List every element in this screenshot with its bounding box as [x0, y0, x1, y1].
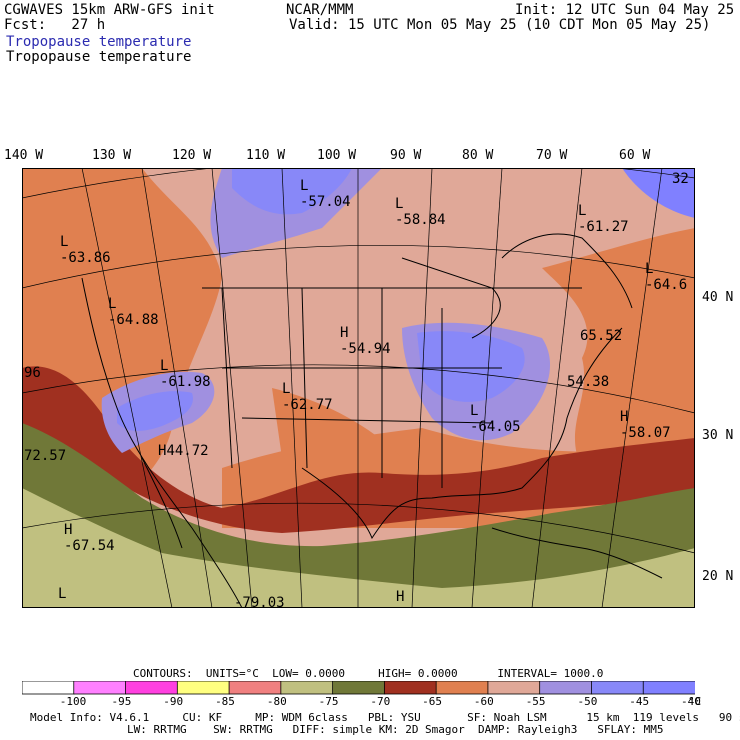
colorbar-swatch	[228, 681, 282, 695]
map-label: L -63.86	[60, 234, 111, 266]
shade-45-west	[117, 391, 193, 431]
map-label: 96	[24, 365, 41, 381]
colorbar-swatch	[280, 681, 334, 695]
colorbar-swatch	[22, 681, 75, 695]
map-label: H -58.07	[620, 409, 671, 441]
model-title: CGWAVES 15km ARW-GFS init	[4, 2, 215, 18]
field-title-blue: Tropopause temperature	[6, 34, 192, 50]
colorbar-swatch	[642, 681, 695, 695]
colorbar-tick-label: -40	[681, 695, 701, 708]
lon-label: 60 W	[619, 148, 651, 163]
lat-label: 30 N	[702, 428, 734, 443]
lon-label: 100 W	[317, 148, 357, 163]
map-label: L -58.84	[395, 196, 446, 228]
colorbar-swatch	[176, 681, 230, 695]
lat-label: 40 N	[702, 290, 734, 305]
colorbar-tick-label: -50	[577, 695, 598, 708]
colorbar-tick-label: -95	[111, 695, 132, 708]
map-label: L -61.27	[578, 203, 629, 235]
colorbar-swatch	[332, 681, 386, 695]
colorbar-unit: °C	[688, 695, 702, 708]
map-label: L -64.6	[645, 261, 688, 293]
organization: NCAR/MMM	[286, 2, 354, 18]
colorbar-tick-label: -55	[525, 695, 546, 708]
colorbar-swatch	[383, 681, 438, 695]
lon-label: 90 W	[390, 148, 422, 163]
colorbar-tick-label: -80	[266, 695, 287, 708]
tropopause-temperature-map	[22, 168, 695, 608]
map-label: -79.03	[234, 595, 285, 611]
lon-label: 110 W	[246, 148, 286, 163]
colorbar-tick-label: -70	[370, 695, 391, 708]
shade-65	[22, 366, 695, 533]
shade-45-north	[232, 168, 352, 215]
valid-time: Valid: 15 UTC Mon 05 May 25 (10 CDT Mon …	[289, 17, 711, 33]
map-label: L	[58, 586, 67, 602]
map-label: 32	[672, 171, 689, 187]
map-label: L -61.98	[160, 358, 211, 390]
model-info-line1: Model Info: V4.6.1 CU: KF MP: WDM 6class…	[30, 711, 740, 724]
map-label: H -54.94	[340, 325, 391, 357]
colorbar-tick-label: -85	[215, 695, 235, 708]
lon-label: 130 W	[92, 148, 132, 163]
shade-45-midwest	[417, 331, 525, 402]
colorbar	[22, 681, 695, 695]
lon-label: 140 W	[4, 148, 44, 163]
lon-label: 120 W	[172, 148, 212, 163]
map-label: H	[396, 589, 405, 605]
colorbar-tick-label: -60	[473, 695, 494, 708]
coastlines	[81, 233, 663, 608]
lon-label: 70 W	[536, 148, 568, 163]
lat-label: 20 N	[702, 569, 734, 584]
model-info-line2: LW: RRTMG SW: RRTMG DIFF: simple KM: 2D …	[127, 723, 664, 736]
map-label: L -62.77	[282, 381, 333, 413]
init-time: Init: 12 UTC Sun 04 May 25	[515, 2, 735, 18]
map-label: L -64.05	[470, 403, 521, 435]
colorbar-tick-label: -75	[318, 695, 339, 708]
map-label: L -57.04	[300, 178, 351, 210]
shade-60-texas	[272, 388, 402, 470]
colorbar-tick-label: -45	[629, 695, 650, 708]
forecast-hour: Fcst: 27 h	[4, 17, 106, 33]
shade-75	[22, 488, 695, 608]
colorbar-swatch	[125, 681, 179, 695]
colorbar-swatch	[487, 681, 541, 695]
colorbar-swatch	[539, 681, 593, 695]
map-label: L -64.88	[108, 296, 159, 328]
map-label: H -67.54	[64, 522, 115, 554]
field-title-black: Tropopause temperature	[6, 49, 192, 65]
colorbar-swatch	[435, 681, 489, 695]
map-label: 72.57	[24, 448, 67, 464]
map-label: 65.52	[580, 328, 623, 344]
shade-60-east	[542, 168, 695, 468]
colorbar-tick-label: -90	[163, 695, 184, 708]
lon-label: 80 W	[462, 148, 494, 163]
colorbar-tick-label: -100	[59, 695, 87, 708]
map-label: H44.72	[158, 443, 209, 459]
colorbar-tick-label: -65	[422, 695, 443, 708]
map-label: 54.38	[567, 374, 610, 390]
graticule	[22, 168, 695, 608]
colorbar-swatch	[591, 681, 645, 695]
contours-info: CONTOURS: UNITS=°C LOW= 0.0000 HIGH= 0.0…	[133, 667, 604, 680]
colorbar-swatch	[73, 681, 127, 695]
